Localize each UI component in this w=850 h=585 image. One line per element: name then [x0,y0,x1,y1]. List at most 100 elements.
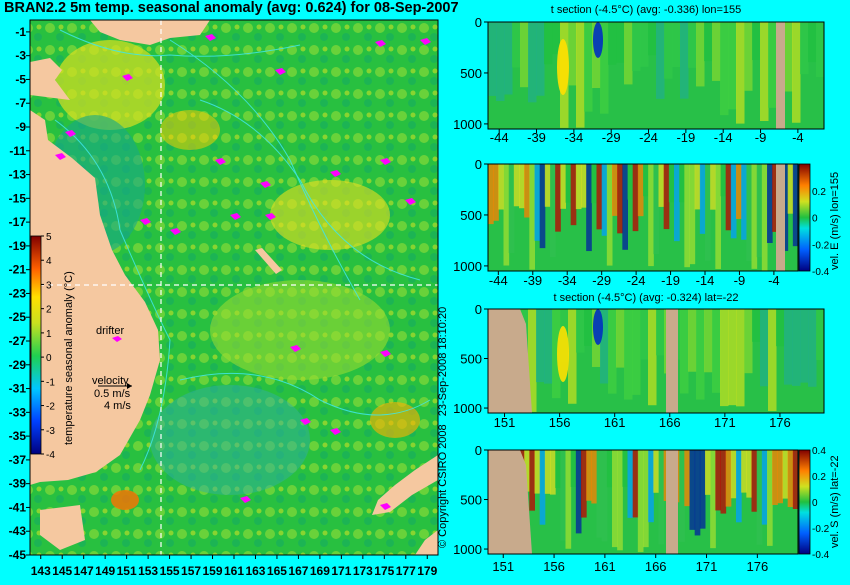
map-x-tick-label: 155 [160,564,180,578]
velocity-colorbar-tick-label: -0.4 [812,267,830,278]
section-panel: -44 -39 -34 -29 -24 -19 -14 -9 -4 0 500 1000 t secti… [453,4,825,145]
section-streak [591,450,597,504]
section-x-tick-label: -24 [639,130,658,145]
section-streak [680,22,689,99]
section-streak [777,450,783,504]
colorbar-tick-label: 0 [46,353,52,364]
section-streak [730,450,737,499]
drifter-marker [275,68,286,75]
section-streak [744,22,753,91]
section-streak [624,309,633,400]
section-y-tick-label: 0 [475,302,482,317]
section-x-tick-label: 176 [746,559,768,574]
map-y-tick-label: -3 [15,49,26,63]
map-y-tick-label: -29 [9,358,27,372]
section-streak [627,450,634,518]
map-y-tick-label: -11 [9,144,26,158]
map-y-tick-label: -33 [9,405,27,419]
map-x-tick-label: 159 [203,564,223,578]
section-streak [601,450,608,542]
section-streak [617,450,623,551]
drifter-swatch [112,336,122,342]
colorbar-tick-label: 2 [46,305,52,316]
map-x-tick-label: 153 [138,564,158,578]
section-streak [741,164,747,240]
section-x-tick-label: 171 [696,559,718,574]
velocity-scale-2: 4 m/s [104,400,131,412]
anomaly-patch [370,402,420,438]
section-streak [752,309,761,342]
map-x-tick-label: 161 [224,564,244,578]
section-streak [741,450,747,493]
section-streak [560,164,566,209]
section-streak [584,309,593,346]
section-streak [751,450,758,512]
map-y-tick-label: -15 [9,191,27,205]
section-land [776,164,785,271]
drifter-marker [290,345,301,352]
section-streak [730,164,737,239]
section-y-tick-label: 1000 [453,401,482,416]
section-streak [688,309,697,372]
section-streak [576,309,585,353]
section-x-tick-label: -29 [602,130,621,145]
section-streak [725,164,732,231]
colorbar-tick-label: -2 [46,402,55,413]
anomaly-patch [210,280,390,380]
section-streak [544,164,551,207]
section-streak [736,309,745,407]
section-streak [627,164,634,200]
section-streak [694,164,701,210]
drifter-markers [55,34,431,510]
section-streak [504,22,513,95]
section-streak [688,22,697,68]
section-streak [816,22,825,78]
velocity-colorbar-tick-label: 0.2 [812,472,826,483]
section-streak [656,22,665,99]
section-streak [736,164,742,219]
map-y-tick-label: -25 [9,310,27,324]
section-y-tick-label: 1000 [453,542,482,557]
map-y-tick-label: -7 [15,96,26,110]
drifter-marker [55,153,66,160]
map-y-tick-label: -21 [9,263,27,277]
map-y-tick-label: -31 [9,382,27,396]
section-streak [575,164,582,210]
velocity-colorbar [798,449,811,555]
section-streak [725,450,732,507]
section-x-tick-label: -24 [627,273,646,288]
section-streak [816,309,825,360]
section-x-tick-label: 151 [494,415,516,430]
velocity-scale-1: 0.5 m/s [94,388,131,400]
map-x-tick-label: 163 [245,564,265,578]
map-x-tick-label: 147 [74,564,94,578]
drifter-marker [265,213,276,220]
section-streak [576,22,585,128]
copyright-text: © Copyright CSIRO 2008 23-Sep-2008 18:10… [437,307,449,548]
section-streak [503,164,510,266]
map-y-tick-label: -27 [9,334,27,348]
section-streak [672,22,681,68]
australia-land [30,58,70,100]
drifter-marker [260,181,271,188]
section-streak [710,450,716,549]
section-streak [746,164,752,262]
section-streak [680,309,689,394]
papua-new-guinea-land [90,20,210,45]
colorbar-tick-label: -1 [46,377,55,388]
section-streak [616,22,625,63]
section-streak [782,450,789,499]
section-x-tick-label: -44 [489,273,508,288]
section-streak [544,22,553,65]
section-streak [751,164,758,269]
section-x-tick-label: -39 [523,273,542,288]
drifter-marker [380,503,391,510]
map-x-tick-label: 179 [417,564,437,578]
section-x-tick-label: -44 [490,130,509,145]
map-y-tick-label: -19 [9,239,27,253]
map-y-tick-label: -37 [9,453,27,467]
section-y-tick-label: 500 [460,493,482,508]
section-streak [792,309,801,386]
velocity-colorbar-tick-label: 0.2 [812,187,826,198]
new-caledonia-land [255,248,282,274]
